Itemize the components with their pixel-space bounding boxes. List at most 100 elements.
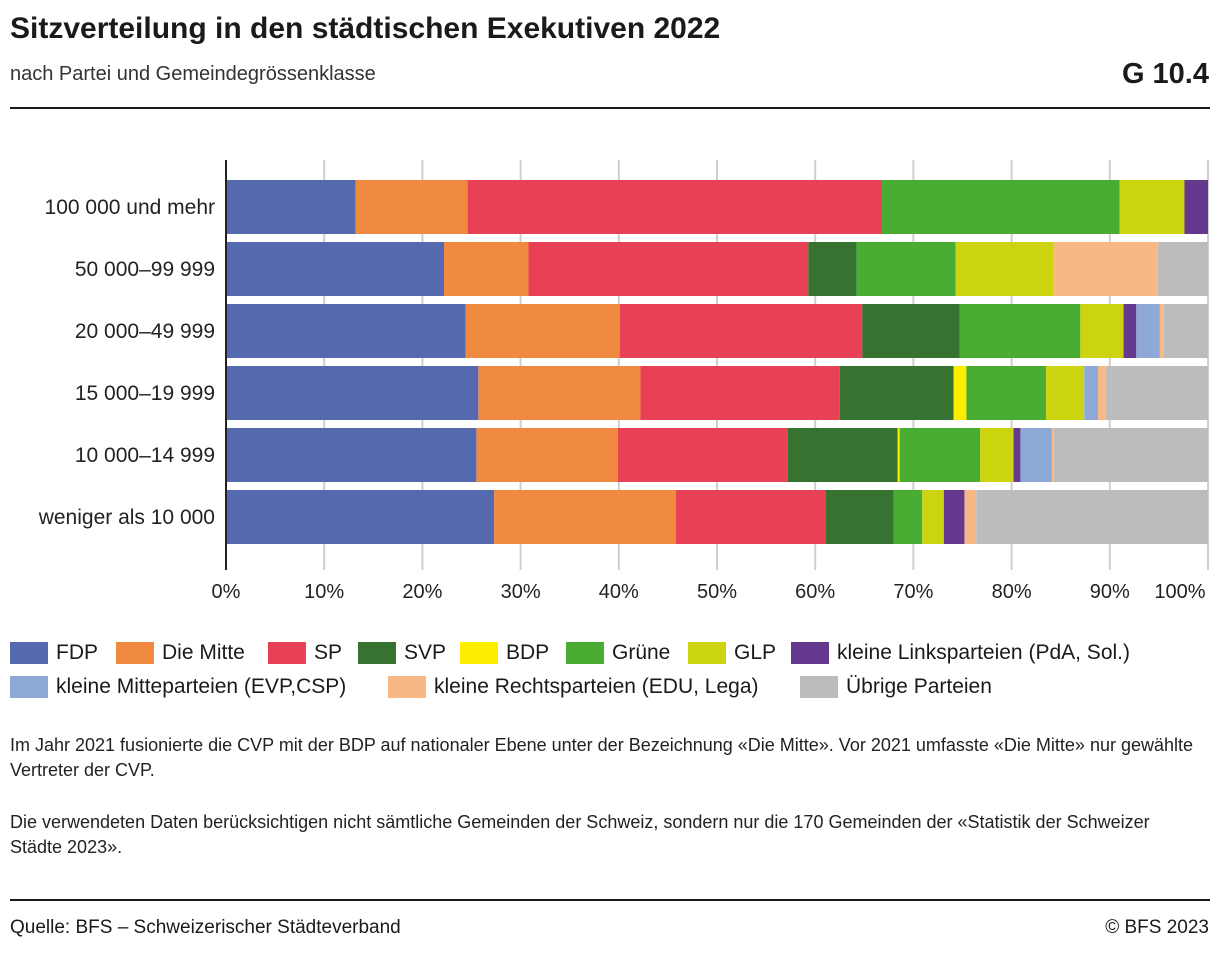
bar-segment-grüne bbox=[881, 180, 1120, 234]
x-tick-label: 70% bbox=[893, 581, 933, 603]
legend-item: BDP bbox=[460, 641, 549, 665]
legend-swatch bbox=[791, 642, 829, 664]
legend-item: FDP bbox=[10, 641, 98, 665]
bar-segment-kleine-linksparteien-pda-sol- bbox=[1013, 428, 1021, 482]
legend-label: SP bbox=[314, 641, 343, 664]
x-tick-label: 60% bbox=[795, 581, 835, 603]
bar-segment-kleine-linksparteien-pda-sol- bbox=[943, 490, 965, 544]
header-divider bbox=[10, 107, 1210, 109]
bar-segment-grüne bbox=[959, 304, 1081, 358]
legend-item: Übrige Parteien bbox=[800, 675, 992, 699]
legend-swatch bbox=[268, 642, 306, 664]
x-tick-label: 50% bbox=[697, 581, 737, 603]
bar-segment-übrige-parteien bbox=[976, 490, 1208, 544]
legend-swatch bbox=[10, 676, 48, 698]
x-tick-label: 20% bbox=[402, 581, 442, 603]
copyright-text: © BFS 2023 bbox=[1105, 917, 1209, 938]
bar-segment-übrige-parteien bbox=[1053, 428, 1208, 482]
x-tick-label: 90% bbox=[1090, 581, 1130, 603]
bar-segment-fdp bbox=[226, 242, 445, 296]
bar-segment-grüne bbox=[966, 366, 1046, 420]
legend-swatch bbox=[358, 642, 396, 664]
bar-segment-sp bbox=[675, 490, 827, 544]
bar-segment-grüne bbox=[899, 428, 981, 482]
category-label: 10 000–14 999 bbox=[75, 444, 215, 467]
bar-segment-sp bbox=[528, 242, 809, 296]
x-tick-label: 30% bbox=[501, 581, 541, 603]
legend-label: kleine Mitteparteien (EVP,CSP) bbox=[56, 675, 347, 698]
legend-label: SVP bbox=[404, 641, 447, 664]
x-tick-label: 0% bbox=[212, 581, 241, 603]
legend-item: SVP bbox=[358, 641, 446, 665]
bar-segment-svp bbox=[839, 366, 954, 420]
bar-segment-fdp bbox=[226, 366, 479, 420]
stacked-bar-chart: 0% 10% 20% 30% 40% 50% 60% 70% 80% 90% 100% 100 000… bbox=[38, 160, 1209, 603]
bar-segment-kleine-mitteparteien-evp-csp- bbox=[1084, 366, 1099, 420]
legend-swatch bbox=[460, 642, 498, 664]
bar-segment-die-mitte bbox=[355, 180, 468, 234]
bar-segment-glp bbox=[1080, 304, 1124, 358]
bar-segment-die-mitte bbox=[494, 490, 676, 544]
bar-segment-übrige-parteien bbox=[1105, 366, 1208, 420]
legend-label: Grüne bbox=[612, 641, 671, 664]
legend-item: Die Mitte bbox=[116, 641, 245, 665]
bar-segment-sp bbox=[619, 304, 863, 358]
legend-label: Die Mitte bbox=[162, 641, 245, 664]
chart-subtitle: nach Partei und Gemeindegrössenklasse bbox=[10, 63, 376, 85]
bar-segment-sp bbox=[617, 428, 788, 482]
legend-swatch bbox=[800, 676, 838, 698]
chart-code: G 10.4 bbox=[1121, 58, 1209, 90]
legend-swatch bbox=[10, 642, 48, 664]
note-2: Die verwendeten Daten berücksichtigen ni… bbox=[10, 812, 1150, 857]
x-tick-label: 80% bbox=[992, 581, 1032, 603]
bar-segment-kleine-rechtsparteien-edu-lega- bbox=[1098, 366, 1106, 420]
bar-segment-glp bbox=[922, 490, 944, 544]
category-label: 50 000–99 999 bbox=[75, 258, 215, 281]
bar-segment-glp bbox=[980, 428, 1014, 482]
legend-label: GLP bbox=[734, 641, 777, 664]
bar-segment-svp bbox=[862, 304, 960, 358]
bar-segment-glp bbox=[1119, 180, 1185, 234]
legend-item: kleine Mitteparteien (EVP,CSP) bbox=[10, 675, 346, 699]
bar-segment-kleine-linksparteien-pda-sol- bbox=[1123, 304, 1137, 358]
bar-segment-kleine-rechtsparteien-edu-lega- bbox=[1051, 428, 1054, 482]
legend-label: kleine Linksparteien (PdA, Sol.) bbox=[837, 641, 1130, 664]
bar-segment-kleine-mitteparteien-evp-csp- bbox=[1020, 428, 1052, 482]
bar-segment-fdp bbox=[226, 490, 495, 544]
chart-title: Sitzverteilung in den städtischen Exekut… bbox=[10, 12, 721, 45]
bar-segment-bdp bbox=[897, 428, 900, 482]
category-label: weniger als 10 000 bbox=[38, 506, 215, 529]
bar-segment-bdp bbox=[953, 366, 967, 420]
bar-segment-glp bbox=[1045, 366, 1085, 420]
bar-segment-kleine-rechtsparteien-edu-lega- bbox=[1053, 242, 1158, 296]
bar-segment-die-mitte bbox=[476, 428, 618, 482]
legend-swatch bbox=[116, 642, 154, 664]
bar-segment-sp bbox=[467, 180, 882, 234]
bar-segment-svp bbox=[808, 242, 857, 296]
legend-label: kleine Rechtsparteien (EDU, Lega) bbox=[434, 675, 759, 698]
legend-item: GLP bbox=[688, 641, 776, 665]
bar-segment-svp bbox=[787, 428, 898, 482]
bar-segment-kleine-linksparteien-pda-sol- bbox=[1184, 180, 1208, 234]
bar-segment-grüne bbox=[893, 490, 923, 544]
bar-segment-die-mitte bbox=[465, 304, 620, 358]
footer-divider bbox=[10, 899, 1210, 901]
category-label: 20 000–49 999 bbox=[75, 320, 215, 343]
legend-swatch bbox=[688, 642, 726, 664]
bar-segment-sp bbox=[640, 366, 840, 420]
note-1: Im Jahr 2021 fusionierte die CVP mit der… bbox=[10, 735, 1194, 780]
bar-segment-die-mitte bbox=[478, 366, 641, 420]
legend-label: FDP bbox=[56, 641, 98, 664]
bar-segment-übrige-parteien bbox=[1157, 242, 1208, 296]
category-label: 15 000–19 999 bbox=[75, 382, 215, 405]
x-tick-label: 100% bbox=[1154, 581, 1205, 603]
legend-swatch bbox=[566, 642, 604, 664]
legend-swatch bbox=[388, 676, 426, 698]
legend-item: SP bbox=[268, 641, 342, 665]
bar-segment-kleine-rechtsparteien-edu-lega- bbox=[964, 490, 977, 544]
bar-segment-grüne bbox=[856, 242, 956, 296]
bar-segment-kleine-mitteparteien-evp-csp- bbox=[1136, 304, 1160, 358]
bar-segment-fdp bbox=[226, 304, 466, 358]
bar-segment-fdp bbox=[226, 180, 356, 234]
bar-segment-fdp bbox=[226, 428, 477, 482]
